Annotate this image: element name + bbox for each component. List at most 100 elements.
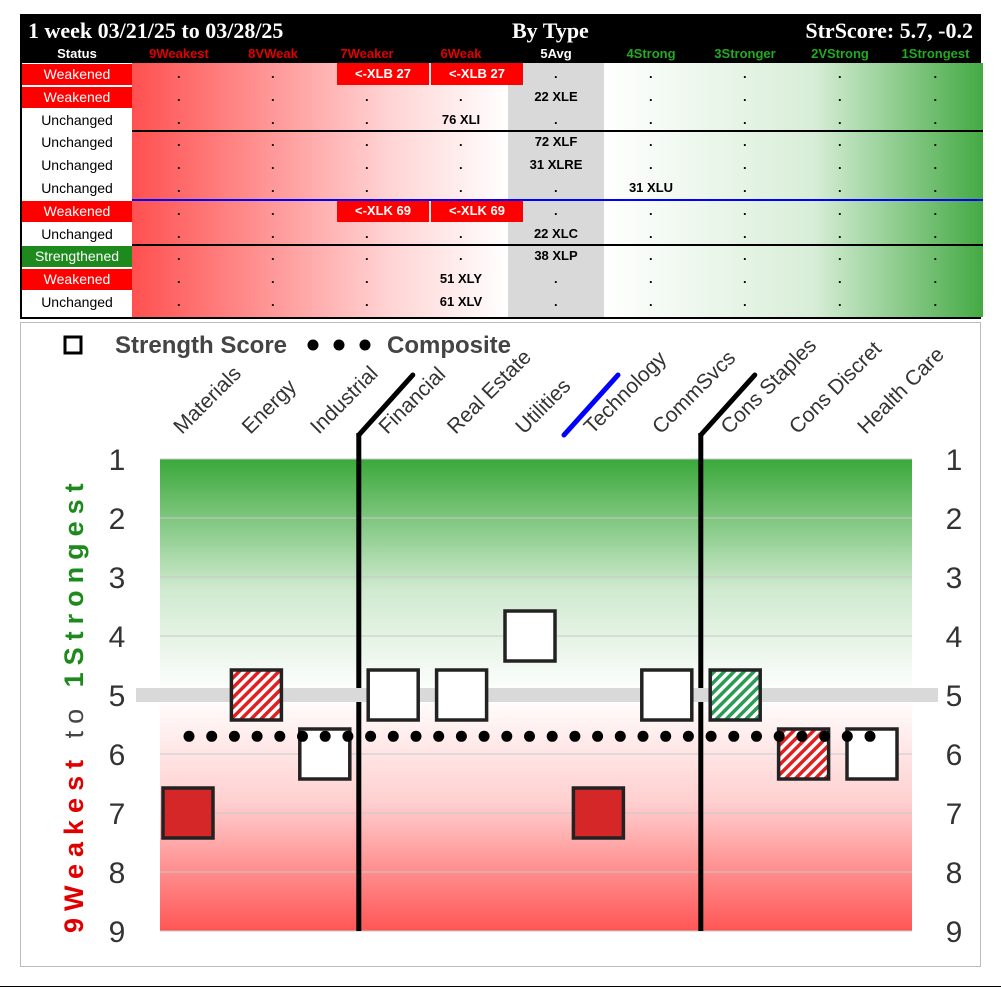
composite-dot (478, 730, 490, 742)
table-dot: . (177, 271, 181, 287)
table-cell-entry: <-XLB 27 (337, 63, 429, 85)
table-separator-0 (132, 130, 983, 133)
bottom-rule (0, 986, 1001, 987)
table-dot: . (271, 157, 275, 173)
table-dot: . (365, 248, 369, 264)
status-badge: Unchanged (22, 178, 132, 199)
ytick-left: 8 (109, 857, 126, 890)
table-dot: . (743, 134, 747, 150)
composite-dot (524, 730, 535, 742)
table-row: Unchanged 31 XLRE........ (22, 154, 979, 177)
table-cell-entry: 72 XLF (534, 134, 578, 150)
table-dot: . (459, 180, 463, 195)
column-header-row: Status 9Weakest 8VWeak 7Weaker 6Weak 5Avg 4Str… (22, 44, 979, 63)
table-dot: . (743, 271, 747, 287)
ytick-right: 6 (946, 739, 963, 772)
table-dot: . (554, 66, 558, 81)
table-dot: . (177, 157, 181, 173)
table-dot: . (459, 248, 463, 264)
status-badge: Unchanged (22, 292, 132, 313)
category-label: Materials (169, 362, 246, 439)
table-dot: . (271, 180, 275, 195)
title-bar: 1 week 03/21/25 to 03/28/25 By Type StrS… (22, 16, 979, 44)
composite-dot (637, 730, 649, 742)
table-dot: . (365, 134, 369, 150)
ytick-right: 3 (946, 562, 963, 595)
strength-marker (161, 786, 215, 840)
composite-dot (682, 730, 694, 742)
table-dot: . (838, 134, 842, 150)
table-dot: . (933, 180, 938, 195)
period-label: 1 week 03/21/25 to 03/28/25 (28, 18, 284, 43)
table-dot: . (838, 271, 842, 287)
table-dot: . (177, 66, 181, 81)
strength-marker (708, 668, 762, 722)
table-dot: . (365, 294, 369, 309)
table-dot: . (838, 294, 842, 309)
group-divider-tab-0 (356, 372, 416, 438)
table-dot: . (177, 225, 181, 241)
status-badge: Weakened (22, 269, 132, 291)
table-dot: . (838, 111, 842, 127)
status-badge: Weakened (22, 200, 132, 222)
ytick-left: 1 (109, 444, 126, 477)
composite-dot (297, 730, 308, 742)
table-dot: . (649, 157, 653, 173)
table-zone-1 (508, 63, 604, 317)
status-badge: Weakened (22, 64, 132, 85)
table-dot: . (649, 134, 653, 150)
strength-marker (503, 609, 557, 663)
strength-marker (640, 668, 694, 722)
strength-marker (845, 727, 899, 781)
table-dot: . (743, 88, 747, 104)
composite-dot (410, 730, 422, 742)
table-dot: . (271, 88, 275, 104)
table-row: Weakened <-XLK 69 <-XLK 69....... (22, 199, 979, 223)
legend-strength-label: Strength Score (115, 332, 287, 359)
column-header-3: 7Weaker (340, 46, 394, 61)
table-dot: . (933, 202, 938, 218)
table-dot: . (933, 248, 938, 264)
table-dot: . (649, 271, 653, 287)
table-dot: . (933, 294, 938, 309)
table-dot: . (271, 294, 275, 309)
table-row: Unchanged 76 XLI........ (22, 109, 979, 132)
table-dot: . (554, 271, 558, 287)
status-badge: Unchanged (22, 223, 132, 245)
table-dot: . (838, 66, 842, 81)
table-dot: . (838, 225, 842, 241)
table-dot: . (933, 157, 938, 173)
grouping-label: By Type (512, 18, 589, 43)
table-dot: . (271, 202, 275, 218)
composite-dot (342, 730, 354, 742)
legend-square-icon (63, 335, 83, 355)
table-dot: . (933, 225, 938, 241)
table-dot: . (649, 88, 653, 104)
table-cell-entry: 31 XLRE (529, 157, 583, 173)
composite-dot (773, 730, 785, 742)
table-dot: . (271, 225, 275, 241)
table-dot: . (838, 157, 842, 173)
table-dot: . (743, 180, 747, 195)
table-dot: . (271, 271, 275, 287)
composite-dot (841, 730, 853, 742)
column-header-9: 1Strongest (901, 46, 970, 61)
table-dot: . (933, 134, 938, 150)
composite-dot (864, 730, 876, 742)
table-dot: . (743, 225, 747, 241)
composite-dot (183, 730, 195, 742)
table-dot: . (554, 180, 558, 195)
table-dot: . (271, 111, 275, 127)
status-badge: Weakened (22, 86, 132, 108)
table-dot: . (365, 180, 369, 195)
ytick-left: 6 (109, 739, 126, 772)
category-label: Utilities (511, 374, 575, 438)
strength-marker (571, 786, 626, 840)
column-header-1: 9Weakest (149, 46, 209, 61)
composite-dot (433, 730, 445, 742)
table-dot: . (177, 111, 181, 127)
ytick-left: 4 (109, 621, 126, 654)
category-label: Energy (238, 375, 302, 439)
group-divider-tab-2 (698, 372, 758, 438)
